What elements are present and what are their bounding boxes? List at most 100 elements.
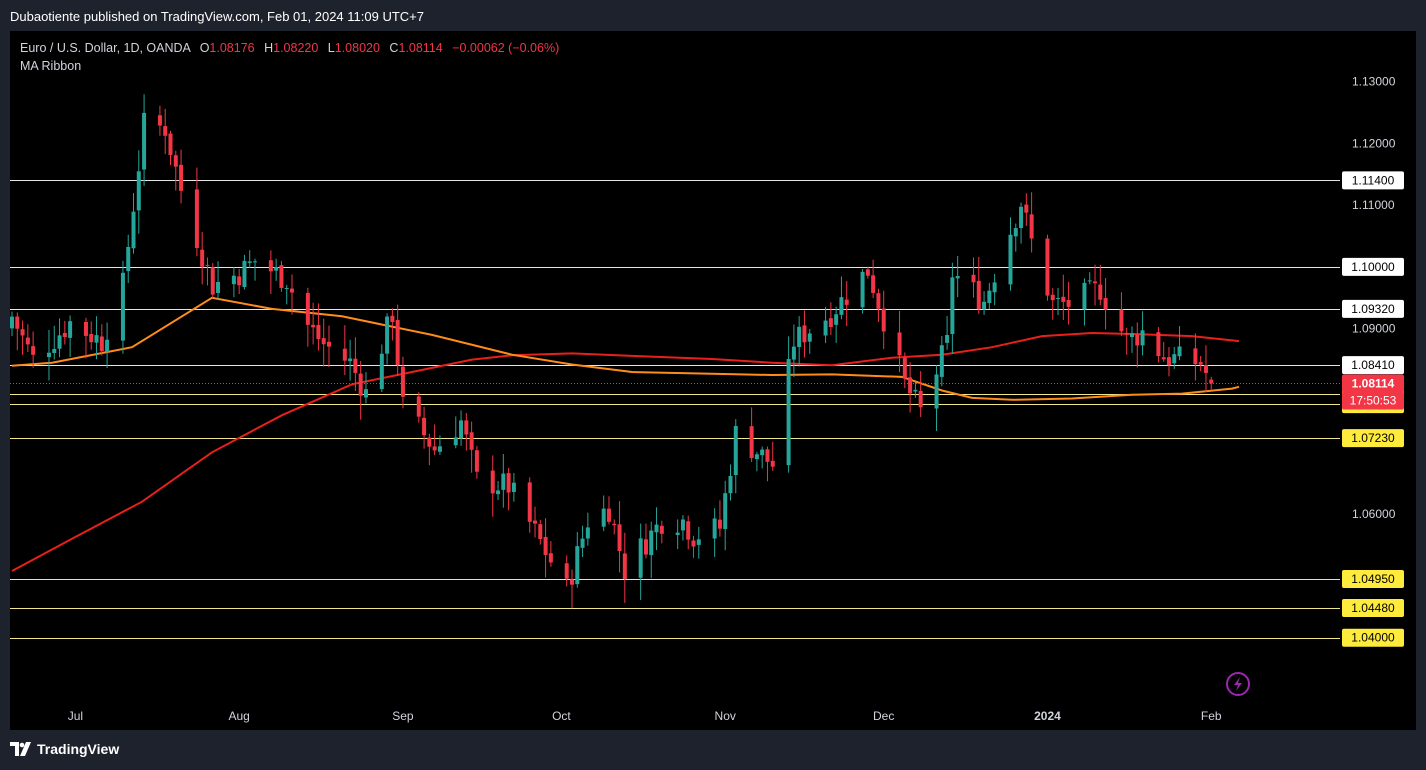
level-tag-bg xyxy=(1342,429,1404,448)
candle xyxy=(237,268,242,295)
candle-body xyxy=(733,425,738,476)
candle-body xyxy=(950,277,955,335)
indicator-row[interactable]: MA Ribbon xyxy=(20,57,559,75)
candle xyxy=(802,310,807,358)
candle-body xyxy=(1140,330,1145,346)
candle xyxy=(712,508,717,557)
candle xyxy=(416,392,421,423)
candle xyxy=(348,339,353,381)
candle xyxy=(506,467,511,511)
candle-body xyxy=(284,287,289,289)
candle-body xyxy=(216,281,221,294)
y-tick-label: 1.09000 xyxy=(1352,322,1396,336)
candle-body xyxy=(279,265,284,288)
candle xyxy=(385,313,390,365)
chart-panel[interactable]: 1.13000 1.12000 1.11000 1.10000 1.09000 1.060… xyxy=(10,31,1416,730)
level-tag: 1.07230 xyxy=(1351,431,1395,445)
candle xyxy=(46,329,51,381)
candle xyxy=(1156,327,1161,363)
candle-body xyxy=(453,437,458,446)
candle-body xyxy=(871,275,876,294)
x-tick-label: Jul xyxy=(68,709,83,723)
candle xyxy=(971,257,976,298)
x-tick-label: Feb xyxy=(1201,709,1222,723)
candle xyxy=(881,290,886,349)
candle xyxy=(274,258,279,281)
price-chart[interactable]: 1.13000 1.12000 1.11000 1.10000 1.09000 1.060… xyxy=(10,31,1416,730)
candle-body xyxy=(142,112,147,170)
candle xyxy=(654,507,659,551)
candle xyxy=(205,257,210,286)
candle xyxy=(284,284,289,305)
x-tick-label: Nov xyxy=(715,709,736,723)
candle-body xyxy=(643,539,648,555)
candle-body xyxy=(897,332,902,356)
candle xyxy=(173,150,178,191)
candle xyxy=(902,352,907,389)
candle-body xyxy=(157,115,162,126)
candle xyxy=(57,318,62,358)
candle xyxy=(464,412,469,451)
candle-body xyxy=(321,338,326,345)
candle-body xyxy=(971,274,976,283)
candle xyxy=(580,525,585,557)
candle-body xyxy=(1061,296,1066,302)
symbol-name[interactable]: Euro / U.S. Dollar, 1D, OANDA xyxy=(20,41,191,55)
candle xyxy=(754,451,759,472)
candle-body xyxy=(543,536,548,555)
candle-body xyxy=(575,546,580,585)
candle xyxy=(326,325,331,368)
candle-body xyxy=(834,314,839,325)
candle-body xyxy=(501,473,506,490)
candle xyxy=(548,541,553,567)
candle xyxy=(828,302,833,335)
candle xyxy=(52,325,57,360)
candle xyxy=(242,254,247,290)
footer: TradingView xyxy=(0,730,1426,770)
level-tag: 1.08410 xyxy=(1351,358,1395,372)
candle-body xyxy=(622,553,627,579)
candle-body xyxy=(469,432,474,450)
candle-body xyxy=(437,446,442,452)
candle-body xyxy=(802,325,807,343)
candle xyxy=(749,407,754,462)
symbol-row: Euro / U.S. Dollar, 1D, OANDA O1.08176 H… xyxy=(20,39,559,57)
candle xyxy=(1140,311,1145,356)
candle xyxy=(20,320,25,355)
candle-body xyxy=(1093,281,1098,284)
candle xyxy=(1129,326,1134,353)
candle-body xyxy=(1050,294,1055,301)
candle xyxy=(643,523,648,559)
low-label: L xyxy=(327,41,335,55)
candle-body xyxy=(696,539,701,545)
candle-body xyxy=(173,155,178,167)
close-value: 1.08114 xyxy=(398,41,443,55)
candle xyxy=(194,167,199,257)
lightning-icon[interactable] xyxy=(1226,672,1250,696)
candle xyxy=(823,306,828,344)
candle xyxy=(1198,355,1203,372)
candle-body xyxy=(120,272,125,341)
candle xyxy=(564,555,569,587)
candle-body xyxy=(464,420,469,435)
indicator-name[interactable]: MA Ribbon xyxy=(20,59,82,73)
candle xyxy=(992,273,997,306)
candle xyxy=(1209,376,1214,390)
chart-legend: Euro / U.S. Dollar, 1D, OANDA O1.08176 H… xyxy=(20,39,559,75)
high-value: 1.08220 xyxy=(273,41,319,55)
candle xyxy=(321,318,326,367)
level-tag: 1.09320 xyxy=(1351,302,1395,316)
candle-body xyxy=(717,519,722,529)
candle-body xyxy=(1045,238,1050,296)
candle-body xyxy=(585,527,590,539)
candle xyxy=(533,506,538,538)
candle xyxy=(1135,322,1140,368)
candle-body xyxy=(379,353,384,390)
levels-layer xyxy=(10,180,1340,639)
candle-body xyxy=(210,267,215,295)
open-label: O xyxy=(199,41,210,55)
candle-body xyxy=(94,335,99,343)
tradingview-logo[interactable]: TradingView xyxy=(10,741,119,757)
candles-layer xyxy=(10,94,1214,609)
candle-body xyxy=(1098,284,1103,300)
